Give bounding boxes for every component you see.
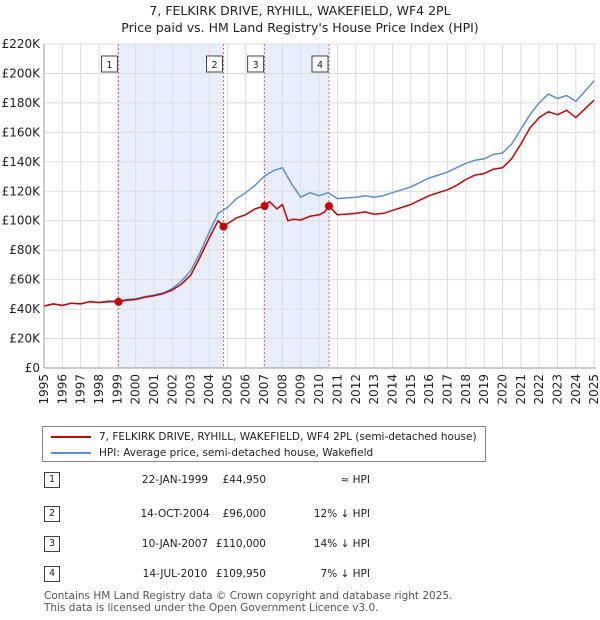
property-price-line: [43, 99, 595, 307]
sale-point: [260, 202, 269, 210]
x-tick-label: 2023: [550, 374, 564, 405]
y-tick-label: £40K: [9, 302, 41, 316]
sale-number-badge: 3: [44, 536, 60, 552]
x-tick-label: 2025: [587, 374, 600, 405]
x-tick-label: 2000: [129, 374, 143, 405]
sale-point: [219, 222, 228, 231]
series-lines: [43, 80, 595, 307]
sale-row: 2 14-OCT-2004 £96,000 12% ↓ HPI: [0, 506, 600, 524]
shaded-period: [264, 44, 329, 368]
x-tick-label: 2012: [349, 374, 363, 405]
footer-line-1: Contains HM Land Registry data © Crown c…: [44, 590, 453, 602]
x-tick-label: 2007: [257, 374, 271, 405]
y-tick-label: £180K: [2, 96, 42, 110]
axes: £0 £20K £40K £60K £80K £100K £120K £140K £160K £1…: [2, 37, 600, 405]
x-tick-label: 2013: [367, 374, 381, 405]
sale-date: 14-JUL-2010: [142, 568, 208, 580]
sale-row: 4 14-JUL-2010 £109,950 7% ↓ HPI: [0, 566, 600, 584]
legend-label-hpi: HPI: Average price, semi-detached house,…: [99, 447, 374, 459]
price-chart: 1 2 3 4 £0 £20K £40K £60K £80K £100K £120K £140K £1…: [2, 37, 600, 405]
x-tick-label: 2004: [202, 374, 216, 405]
legend-swatch-property: [51, 436, 91, 438]
sale-hpi-comparison: 7% ↓ HPI: [320, 568, 370, 580]
x-tick-label: 2001: [147, 374, 161, 405]
x-tick-label: 1995: [37, 374, 51, 405]
x-tick-label: 2010: [312, 374, 326, 405]
sale-price: £110,000: [215, 538, 266, 550]
x-tick-label: 2011: [330, 374, 344, 405]
x-tick-label: 2022: [532, 374, 546, 405]
y-tick-label: £60K: [9, 273, 41, 287]
sale-marker-label: 4: [317, 60, 323, 71]
x-tick-label: 1999: [110, 374, 124, 405]
x-tick-label: 2014: [385, 374, 399, 405]
sale-row: 3 10-JAN-2007 £110,000 14% ↓ HPI: [0, 536, 600, 554]
title-line-2: Price paid vs. HM Land Registry's House …: [121, 20, 479, 35]
y-tick-label: £200K: [2, 66, 42, 80]
sale-marker-box: [100, 55, 118, 73]
sale-number-badge: 2: [44, 506, 60, 522]
sale-marker-label: 1: [106, 60, 112, 71]
y-tick-label: £0: [25, 361, 40, 375]
y-tick-label: £120K: [2, 184, 42, 198]
x-tick-label: 2020: [495, 374, 509, 405]
legend-label-property: 7, FELKIRK DRIVE, RYHILL, WAKEFIELD, WF4…: [99, 431, 477, 443]
sale-marker-label: 2: [212, 60, 218, 71]
x-tick-label: 2006: [239, 374, 253, 405]
sale-marker-labels: 1 2 3 4: [100, 55, 329, 73]
sale-points: [114, 202, 333, 306]
x-tick-label: 2018: [459, 374, 473, 405]
y-tick-label: £100K: [2, 214, 42, 228]
legend-item-property: 7, FELKIRK DRIVE, RYHILL, WAKEFIELD, WF4…: [43, 429, 477, 445]
grid-lines: [43, 43, 596, 369]
x-tick-label: 2016: [422, 374, 436, 405]
sale-date: 14-OCT-2004: [140, 508, 210, 520]
y-tick-label: £140K: [2, 155, 42, 169]
sale-row: 1 22-JAN-1999 £44,950 ≈ HPI: [0, 472, 600, 490]
footer-line-2: This data is licensed under the Open Gov…: [44, 602, 379, 614]
sale-date: 22-JAN-1999: [141, 474, 209, 486]
x-tick-label: 2021: [514, 374, 528, 405]
sale-hpi-comparison: ≈ HPI: [340, 474, 370, 486]
sale-price: £109,950: [215, 568, 266, 580]
y-tick-label: £20K: [9, 332, 41, 346]
chart-title: 7, FELKIRK DRIVE, RYHILL, WAKEFIELD, WF4…: [0, 2, 600, 36]
sale-point: [114, 297, 123, 306]
x-tick-label: 2024: [569, 374, 583, 405]
x-tick-label: 2017: [440, 374, 454, 405]
x-tick-label: 1997: [74, 374, 88, 405]
sale-point: [324, 202, 333, 211]
x-tick-label: 2008: [275, 374, 289, 405]
x-tick-label: 1998: [92, 374, 106, 405]
legend-item-hpi: HPI: Average price, semi-detached house,…: [43, 445, 373, 461]
sale-hpi-comparison: 14% ↓ HPI: [313, 538, 370, 550]
sale-number-badge: 4: [44, 566, 60, 582]
x-tick-label: 2003: [184, 374, 198, 405]
legend: 7, FELKIRK DRIVE, RYHILL, WAKEFIELD, WF4…: [42, 426, 486, 462]
sale-number-badge: 1: [44, 472, 60, 488]
legend-swatch-hpi: [51, 452, 91, 454]
sale-marker-box: [311, 55, 329, 73]
shaded-period: [118, 44, 224, 368]
sale-marker-box: [206, 55, 224, 73]
sale-price: £44,950: [222, 474, 266, 486]
y-tick-label: £220K: [2, 37, 42, 51]
sale-hpi-comparison: 12% ↓ HPI: [313, 508, 370, 520]
sale-price: £96,000: [222, 508, 266, 520]
sale-date: 10-JAN-2007: [141, 538, 209, 550]
y-tick-label: £80K: [9, 243, 41, 257]
x-tick-label: 2015: [404, 374, 418, 405]
sale-marker-box: [247, 55, 265, 73]
sale-marker-label: 3: [253, 60, 259, 71]
title-line-1: 7, FELKIRK DRIVE, RYHILL, WAKEFIELD, WF4…: [149, 3, 451, 18]
x-tick-label: 1996: [55, 374, 69, 405]
y-tick-label: £160K: [2, 125, 42, 139]
x-tick-label: 2002: [165, 374, 179, 405]
x-tick-label: 2019: [477, 374, 491, 405]
x-tick-label: 2005: [220, 374, 234, 405]
footer-attribution: Contains HM Land Registry data © Crown c…: [44, 590, 452, 614]
x-tick-label: 2009: [294, 374, 308, 405]
